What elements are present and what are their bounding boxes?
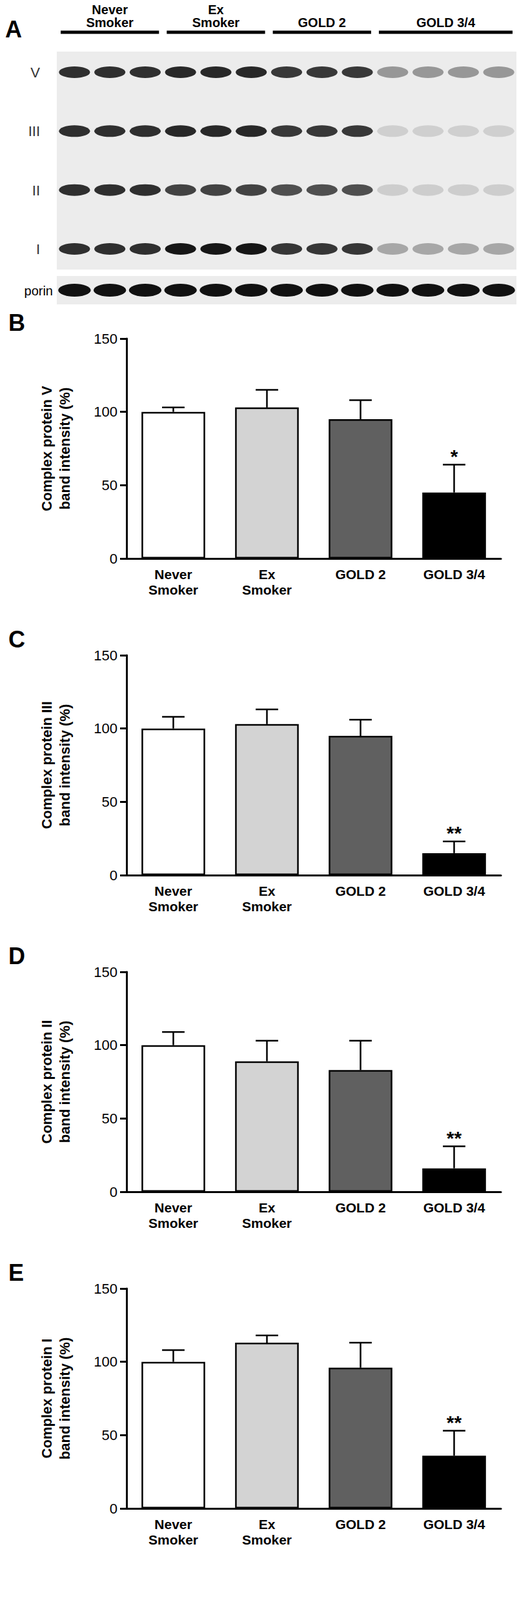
svg-text:Smoker: Smoker bbox=[148, 899, 199, 915]
svg-text:Ex: Ex bbox=[258, 1518, 276, 1534]
svg-text:GOLD 2: GOLD 2 bbox=[335, 1201, 386, 1217]
svg-text:100: 100 bbox=[93, 1354, 118, 1372]
svg-text:Complex protein II: Complex protein II bbox=[38, 1021, 55, 1146]
svg-text:50: 50 bbox=[101, 794, 118, 811]
svg-text:150: 150 bbox=[93, 331, 118, 348]
svg-text:**: ** bbox=[446, 1128, 463, 1150]
svg-text:GOLD 3/4: GOLD 3/4 bbox=[416, 15, 476, 30]
svg-text:E: E bbox=[8, 1260, 24, 1288]
svg-text:50: 50 bbox=[101, 477, 118, 494]
svg-text:0: 0 bbox=[109, 1502, 118, 1519]
svg-text:100: 100 bbox=[93, 721, 118, 738]
svg-text:V: V bbox=[30, 64, 41, 81]
svg-text:C: C bbox=[8, 626, 26, 654]
svg-text:Smoker: Smoker bbox=[148, 1533, 199, 1549]
svg-text:0: 0 bbox=[109, 551, 118, 568]
svg-text:GOLD 3/4: GOLD 3/4 bbox=[423, 884, 486, 900]
svg-text:GOLD 3/4: GOLD 3/4 bbox=[423, 1518, 486, 1534]
svg-text:Smoker: Smoker bbox=[242, 1216, 292, 1232]
svg-text:150: 150 bbox=[93, 648, 118, 665]
svg-text:0: 0 bbox=[109, 1185, 118, 1202]
svg-text:100: 100 bbox=[93, 1038, 118, 1055]
svg-text:band intensity (%): band intensity (%) bbox=[56, 1021, 73, 1144]
svg-text:Smoker: Smoker bbox=[242, 1533, 292, 1549]
svg-text:GOLD 2: GOLD 2 bbox=[335, 884, 386, 900]
svg-text:0: 0 bbox=[109, 868, 118, 885]
svg-text:D: D bbox=[8, 943, 26, 971]
svg-text:B: B bbox=[8, 309, 26, 337]
svg-text:**: ** bbox=[446, 1413, 463, 1435]
svg-text:band intensity (%): band intensity (%) bbox=[56, 704, 73, 827]
svg-text:Smoker: Smoker bbox=[148, 1216, 199, 1232]
svg-text:Complex protein III: Complex protein III bbox=[38, 701, 55, 830]
svg-text:GOLD 2: GOLD 2 bbox=[298, 15, 346, 30]
svg-text:I: I bbox=[36, 241, 41, 258]
svg-text:GOLD 2: GOLD 2 bbox=[335, 567, 386, 583]
svg-text:Smoker: Smoker bbox=[148, 582, 199, 598]
svg-text:**: ** bbox=[446, 823, 463, 845]
svg-text:Ex: Ex bbox=[258, 884, 276, 900]
svg-text:GOLD 3/4: GOLD 3/4 bbox=[423, 1201, 486, 1217]
svg-text:porin: porin bbox=[24, 284, 53, 299]
svg-text:Complex protein V: Complex protein V bbox=[38, 386, 55, 512]
svg-text:band intensity (%): band intensity (%) bbox=[56, 1338, 73, 1461]
svg-text:150: 150 bbox=[93, 1282, 118, 1299]
svg-text:Never: Never bbox=[154, 1518, 192, 1534]
svg-text:III: III bbox=[28, 123, 41, 140]
svg-text:Never: Never bbox=[154, 567, 192, 583]
svg-text:A: A bbox=[5, 16, 22, 43]
svg-text:150: 150 bbox=[93, 965, 118, 982]
svg-text:Complex protein I: Complex protein I bbox=[38, 1340, 55, 1461]
svg-text:Ex: Ex bbox=[258, 567, 276, 583]
svg-text:band intensity (%): band intensity (%) bbox=[56, 387, 73, 510]
svg-text:GOLD 2: GOLD 2 bbox=[335, 1518, 386, 1534]
svg-text:100: 100 bbox=[93, 404, 118, 421]
svg-text:NeverSmoker: NeverSmoker bbox=[85, 2, 134, 30]
svg-text:50: 50 bbox=[101, 1428, 118, 1445]
svg-text:Smoker: Smoker bbox=[242, 582, 292, 598]
svg-text:Smoker: Smoker bbox=[242, 899, 292, 915]
svg-text:Never: Never bbox=[154, 884, 192, 900]
svg-text:50: 50 bbox=[101, 1111, 118, 1128]
svg-text:Ex: Ex bbox=[258, 1201, 276, 1217]
svg-text:Never: Never bbox=[154, 1201, 192, 1217]
svg-text:*: * bbox=[450, 446, 459, 468]
svg-text:II: II bbox=[32, 182, 41, 199]
svg-text:ExSmoker: ExSmoker bbox=[192, 2, 241, 30]
svg-text:GOLD 3/4: GOLD 3/4 bbox=[423, 567, 486, 583]
